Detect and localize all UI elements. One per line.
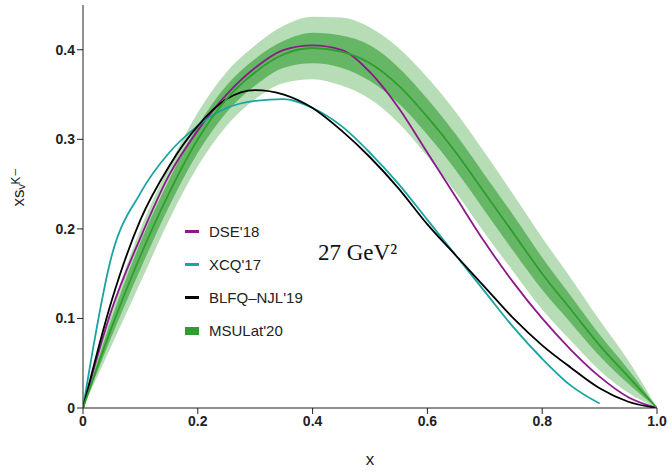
svg-text:0.2: 0.2 [56,221,76,237]
html-text:BLFQ–NJL'19: BLFQ–NJL'19 [209,289,303,306]
svg-text:x: x [366,450,375,469]
html-text:MSULat'20: MSULat'20 [209,322,283,339]
svg-text:0.4: 0.4 [56,42,76,58]
html-text:27 GeV²: 27 GeV² [318,240,398,265]
svg-text:0.8: 0.8 [532,413,552,429]
svg-text:0.6: 0.6 [418,413,438,429]
html-text:XCQ'17: XCQ'17 [209,256,262,273]
svg-text:0.1: 0.1 [56,310,76,326]
svg-text:0: 0 [79,413,87,429]
svg-text:0: 0 [67,400,75,416]
html-text:DSE'18: DSE'18 [209,223,260,240]
svg-text:1.0: 1.0 [647,413,667,429]
svg-text:0.3: 0.3 [56,131,76,147]
svg-text:0.2: 0.2 [188,413,208,429]
svg-text:xsᵥᴷ⁻: xsᵥᴷ⁻ [9,168,28,207]
svg-text:0.4: 0.4 [303,413,323,429]
